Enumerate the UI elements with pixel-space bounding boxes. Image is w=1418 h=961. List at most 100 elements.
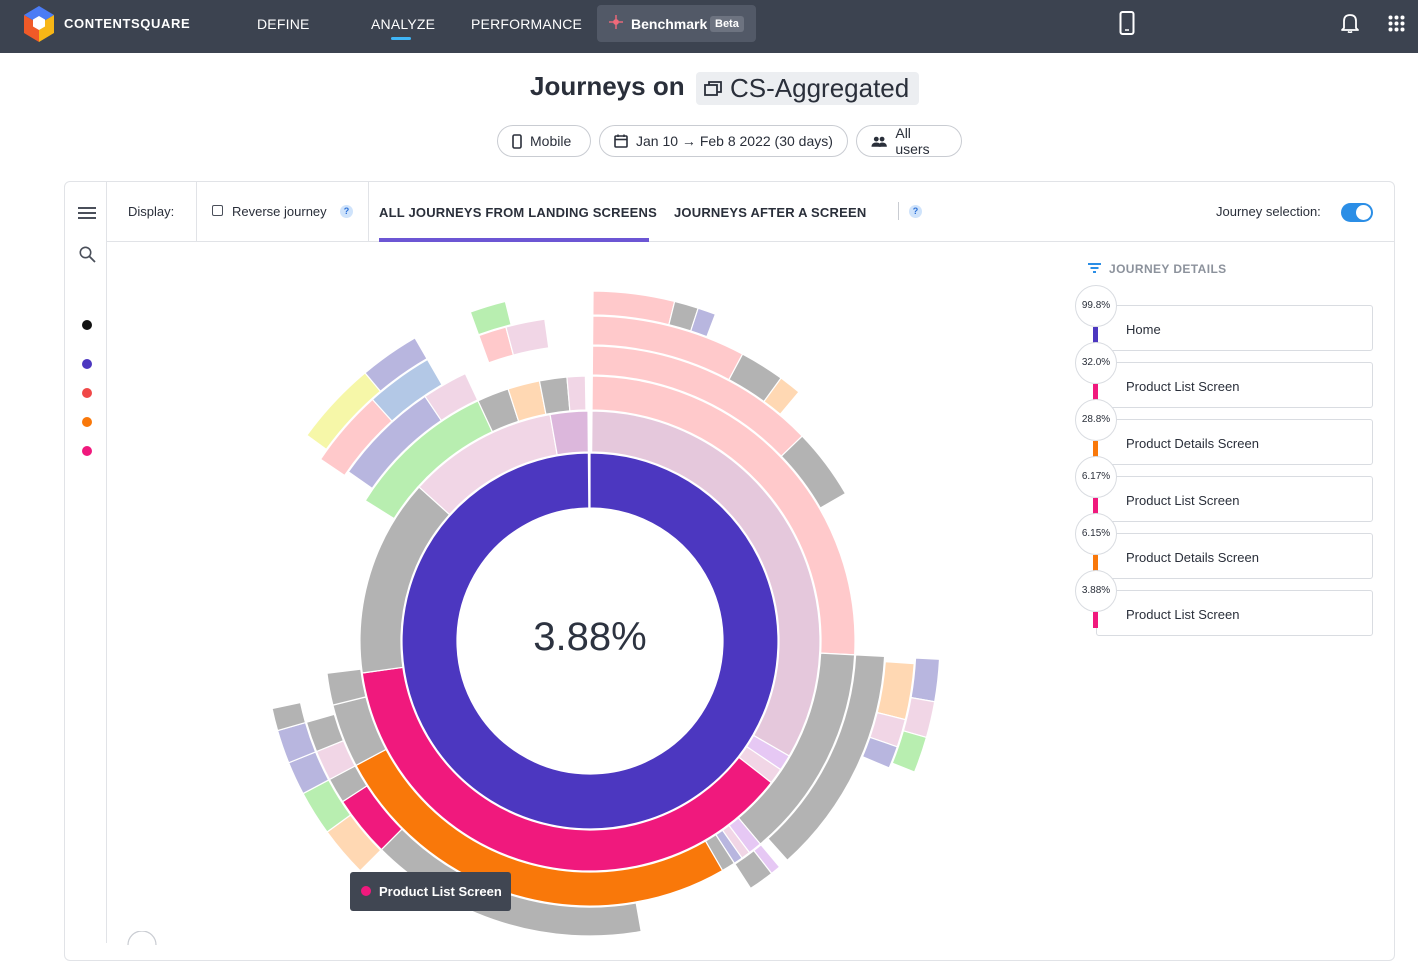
tooltip-color-dot: [361, 886, 371, 896]
nav-define[interactable]: DEFINE: [257, 16, 310, 32]
sunburst-segment[interactable]: [891, 730, 928, 773]
journey-step-percentage: 32.0%: [1075, 342, 1117, 384]
legend-dot-orange[interactable]: [82, 417, 92, 427]
sunburst-segment[interactable]: [305, 713, 345, 753]
sunburst-segment[interactable]: [763, 377, 800, 416]
device-filter[interactable]: Mobile: [497, 125, 591, 157]
sunburst-segment[interactable]: [364, 337, 428, 393]
display-label: Display:: [128, 204, 175, 219]
sunburst-segment[interactable]: [371, 358, 443, 422]
mobile-device-icon[interactable]: [1119, 11, 1135, 35]
journey-step-card[interactable]: Product List Screen: [1096, 362, 1373, 408]
journey-step-label: Product List Screen: [1126, 379, 1240, 394]
sunburst-segment[interactable]: [566, 375, 587, 412]
nav-active-indicator: [391, 37, 411, 40]
journey-step-percentage: 28.8%: [1075, 399, 1117, 441]
journey-step-color-bar: [1093, 498, 1098, 514]
journey-step-color-bar: [1093, 555, 1098, 571]
left-toolbar: [64, 182, 107, 943]
device-filter-label: Mobile: [530, 133, 572, 149]
journey-step-label: Home: [1126, 322, 1161, 337]
journey-step-percentage: 6.15%: [1075, 513, 1117, 555]
tab-journeys-after-screen[interactable]: JOURNEYS AFTER A SCREEN: [674, 205, 867, 220]
journey-step-card[interactable]: Product Details Screen: [1096, 533, 1373, 579]
top-navigation-bar: CONTENTSQUARE DEFINE ANALYZE PERFORMANCE…: [0, 0, 1418, 53]
tooltip-label: Product List Screen: [379, 884, 502, 899]
reverse-journey-checkbox[interactable]: [212, 205, 223, 216]
center-percentage: 3.88%: [533, 615, 647, 659]
journey-step-label: Product Details Screen: [1126, 550, 1259, 565]
legend-dot-pink[interactable]: [82, 446, 92, 456]
sunburst-segment[interactable]: [505, 318, 550, 356]
sunburst-segment[interactable]: [271, 701, 307, 732]
sunburst-segment[interactable]: [910, 657, 941, 703]
search-icon[interactable]: [79, 246, 96, 263]
sunburst-segment[interactable]: [469, 300, 512, 336]
toggle-knob: [1356, 205, 1371, 220]
journey-details-title: JOURNEY DETAILS: [1109, 262, 1227, 276]
journey-step-label: Product Details Screen: [1126, 436, 1259, 451]
sunburst-segment[interactable]: [861, 736, 899, 769]
apps-grid-icon[interactable]: [1388, 15, 1405, 32]
toolbar-divider: [196, 182, 197, 242]
date-range-label: Jan 10 → Feb 8 2022 (30 days): [636, 133, 833, 149]
sunburst-home-ring[interactable]: [401, 452, 779, 830]
display-toolbar: [107, 182, 1394, 242]
legend-dot-red[interactable]: [82, 388, 92, 398]
segment-tooltip: Product List Screen: [350, 872, 511, 911]
journey-details-header: JOURNEY DETAILS: [1088, 262, 1227, 276]
reverse-help-icon[interactable]: ?: [340, 205, 353, 218]
sunburst-segment[interactable]: [326, 668, 367, 706]
sunburst-segment[interactable]: [734, 849, 773, 890]
sunburst-segment[interactable]: [767, 654, 886, 862]
zoom-reset-icon[interactable]: [127, 931, 157, 945]
date-range-filter[interactable]: Jan 10 → Feb 8 2022 (30 days): [599, 125, 848, 157]
journey-selection-label: Journey selection:: [1216, 204, 1321, 219]
segment-filter[interactable]: All users: [856, 125, 962, 157]
nav-analyze[interactable]: ANALYZE: [371, 16, 436, 32]
tab-all-journeys[interactable]: ALL JOURNEYS FROM LANDING SCREENS: [379, 205, 657, 220]
journey-step-card[interactable]: Product List Screen: [1096, 476, 1373, 522]
sunburst-segment[interactable]: [689, 307, 717, 338]
journey-step-card[interactable]: Home: [1096, 305, 1373, 351]
tabs-help-icon[interactable]: ?: [909, 205, 922, 218]
journey-step-label: Product List Screen: [1126, 607, 1240, 622]
sunburst-segment[interactable]: [549, 410, 589, 456]
sunburst-segment[interactable]: [780, 435, 847, 509]
calendar-icon: [614, 134, 628, 148]
benchmark-label: Benchmark: [631, 16, 708, 32]
mobile-icon: [512, 133, 522, 149]
journey-step-percentage: 99.8%: [1075, 285, 1117, 327]
journey-step-percentage: 6.17%: [1075, 456, 1117, 498]
tab-divider: [898, 202, 899, 220]
active-tab-indicator: [379, 238, 649, 242]
users-icon: [871, 136, 887, 147]
journey-step-color-bar: [1093, 327, 1098, 343]
beta-badge: Beta: [710, 16, 744, 32]
benchmark-button[interactable]: Benchmark Beta: [597, 5, 756, 42]
benchmark-sparkle-icon: [609, 15, 623, 29]
legend-dot-purple[interactable]: [82, 359, 92, 369]
nav-performance[interactable]: PERFORMANCE: [471, 16, 583, 32]
legend-dot-black[interactable]: [82, 320, 92, 330]
project-name: CS-Aggregated: [730, 73, 910, 103]
sunburst-segment[interactable]: [424, 372, 479, 422]
menu-icon[interactable]: [78, 206, 96, 220]
project-selector[interactable]: CS-Aggregated: [696, 72, 920, 105]
journey-step-color-bar: [1093, 441, 1098, 457]
reverse-journey-label[interactable]: Reverse journey: [232, 204, 327, 219]
contentsquare-logo-icon[interactable]: [22, 5, 56, 43]
journey-step-color-bar: [1093, 612, 1098, 628]
sunburst-segments[interactable]: [271, 290, 941, 937]
bell-icon[interactable]: [1341, 13, 1359, 33]
project-copy-icon: [704, 80, 722, 96]
journey-step-card[interactable]: Product Details Screen: [1096, 419, 1373, 465]
journey-step-color-bar: [1093, 384, 1098, 400]
journey-selection-toggle[interactable]: [1341, 203, 1373, 222]
journey-step-label: Product List Screen: [1126, 493, 1240, 508]
page-title: Journeys on: [530, 71, 685, 101]
segment-label: All users: [895, 125, 930, 157]
journey-sunburst-chart[interactable]: [107, 243, 1067, 943]
journey-step-card[interactable]: Product List Screen: [1096, 590, 1373, 636]
brand-name[interactable]: CONTENTSQUARE: [64, 16, 191, 31]
